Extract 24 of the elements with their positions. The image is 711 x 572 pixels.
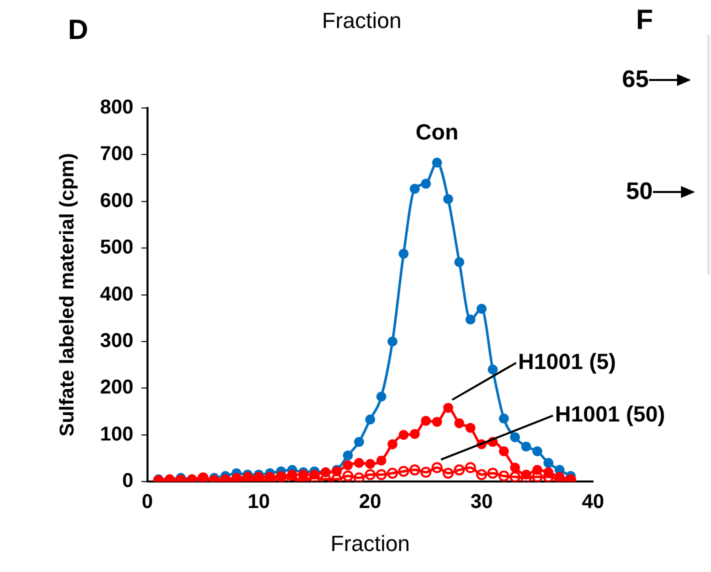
x-tick-label: 20 xyxy=(359,491,382,514)
y-tick-label: 200 xyxy=(100,376,134,399)
x-tick-label: 0 xyxy=(142,491,153,514)
text: D xyxy=(68,14,88,46)
series-label: Con xyxy=(416,120,458,145)
y-axis-title: Sulfate labeled material (cpm) xyxy=(56,153,79,437)
text: H1001 (50) xyxy=(555,402,666,427)
x-tick-label: 40 xyxy=(582,491,604,514)
y-tick-label: 700 xyxy=(100,143,134,166)
text: H1001 (5) xyxy=(518,348,616,374)
x-axis-title: Fraction xyxy=(330,530,410,556)
y-tick-label: 800 xyxy=(100,96,134,119)
x-tick-label: 10 xyxy=(248,491,270,514)
text: 50 xyxy=(626,178,653,206)
text: F xyxy=(636,4,654,36)
x-tick-label: 30 xyxy=(470,491,493,514)
y-tick-label: 100 xyxy=(100,423,134,446)
y-tick-label: 600 xyxy=(100,190,134,212)
text: 65 xyxy=(622,66,649,94)
y-tick-label: 0 xyxy=(122,470,134,492)
y-tick-label: 500 xyxy=(100,236,134,259)
y-tick-label: 300 xyxy=(100,330,134,352)
y-tick-label: 400 xyxy=(100,283,134,306)
text: Fraction xyxy=(322,8,402,34)
